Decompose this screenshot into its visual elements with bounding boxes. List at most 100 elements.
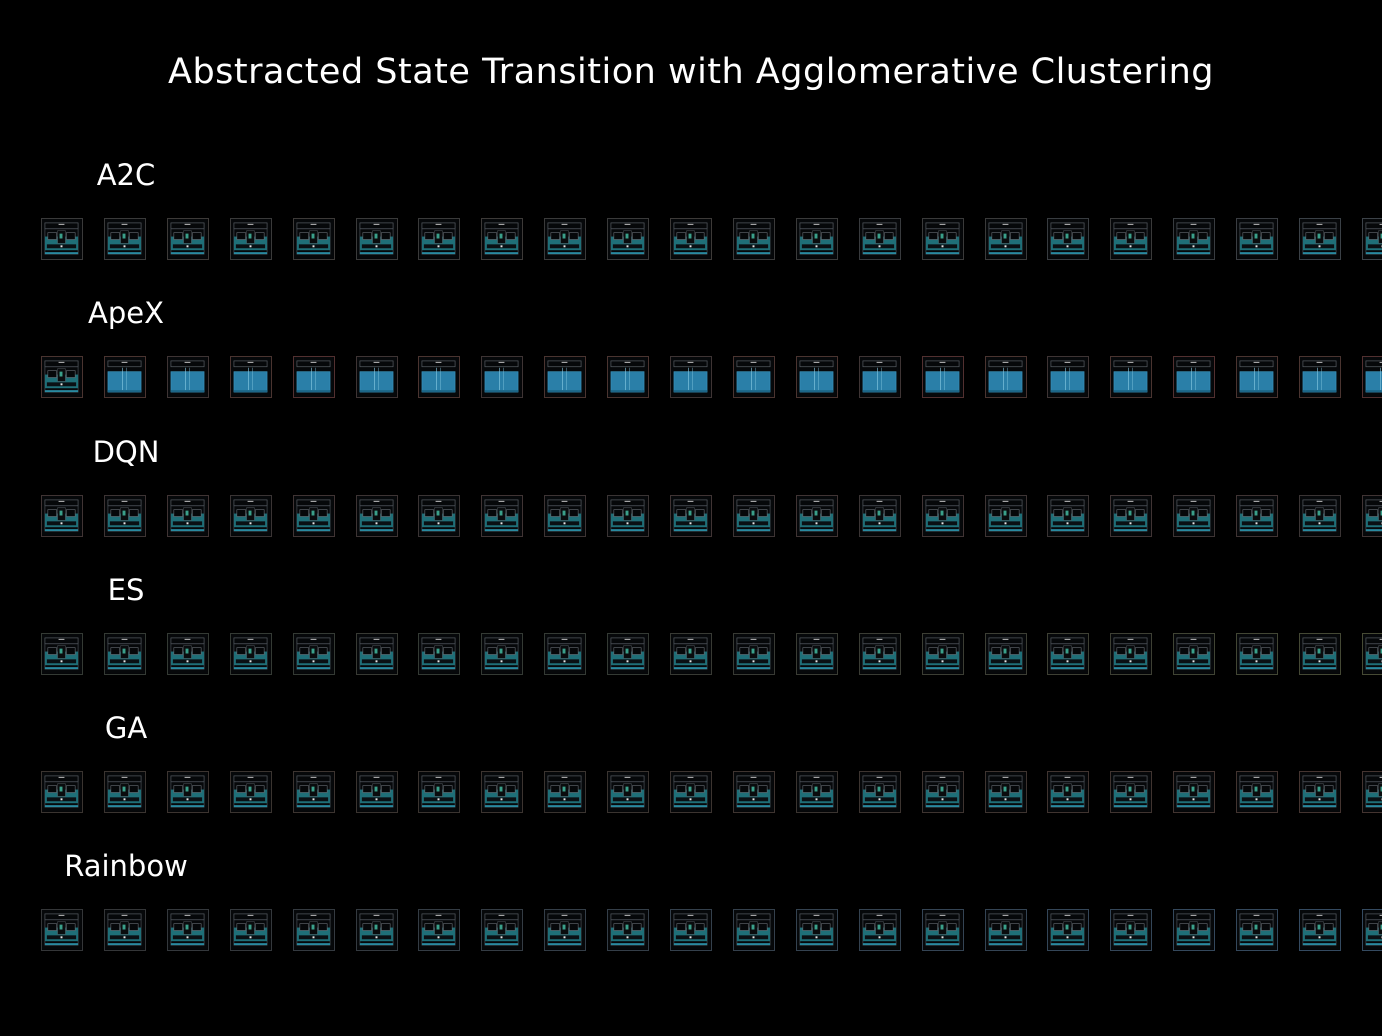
state-thumbnail [859, 495, 901, 537]
state-thumbnail [544, 356, 586, 398]
state-thumbnail [859, 633, 901, 675]
state-thumbnail-strip [41, 907, 1382, 953]
state-thumbnail [481, 356, 523, 398]
state-thumbnail [985, 909, 1027, 951]
state-thumbnail [859, 771, 901, 813]
state-thumbnail [985, 495, 1027, 537]
state-thumbnail [167, 771, 209, 813]
state-thumbnail [167, 356, 209, 398]
state-thumbnail [670, 909, 712, 951]
state-thumbnail [607, 356, 649, 398]
state-thumbnail [1173, 495, 1215, 537]
state-thumbnail [1299, 495, 1341, 537]
state-thumbnail [167, 218, 209, 260]
state-thumbnail [922, 495, 964, 537]
state-thumbnail [607, 909, 649, 951]
state-thumbnail [1110, 771, 1152, 813]
state-thumbnail [481, 909, 523, 951]
state-thumbnail [41, 356, 83, 398]
state-thumbnail [41, 909, 83, 951]
state-thumbnail [104, 909, 146, 951]
cluster-row-dqn: DQN [0, 435, 1382, 575]
state-thumbnail [418, 495, 460, 537]
state-thumbnail [104, 633, 146, 675]
state-thumbnail-strip [41, 354, 1382, 400]
state-thumbnail [1047, 633, 1089, 675]
state-thumbnail [230, 633, 272, 675]
state-thumbnail [1299, 909, 1341, 951]
state-thumbnail [1047, 771, 1089, 813]
state-thumbnail [607, 495, 649, 537]
state-thumbnail [418, 909, 460, 951]
state-thumbnail [1047, 495, 1089, 537]
state-thumbnail [796, 218, 838, 260]
cluster-row-ga: GA [0, 711, 1382, 851]
state-thumbnail [356, 771, 398, 813]
state-thumbnail [922, 356, 964, 398]
state-thumbnail [1299, 633, 1341, 675]
state-thumbnail [733, 218, 775, 260]
state-thumbnail [293, 771, 335, 813]
state-thumbnail [1110, 909, 1152, 951]
state-thumbnail [1047, 909, 1089, 951]
state-thumbnail [1299, 218, 1341, 260]
state-thumbnail [544, 771, 586, 813]
state-thumbnail [985, 218, 1027, 260]
state-thumbnail [1173, 356, 1215, 398]
state-thumbnail [418, 771, 460, 813]
state-thumbnail [481, 771, 523, 813]
state-thumbnail [1362, 771, 1382, 813]
state-thumbnail [356, 633, 398, 675]
row-label: A2C [96, 158, 156, 192]
state-thumbnail [733, 356, 775, 398]
state-thumbnail [230, 495, 272, 537]
figure-title: Abstracted State Transition with Agglome… [168, 52, 1214, 92]
state-thumbnail [796, 495, 838, 537]
state-thumbnail [41, 218, 83, 260]
state-thumbnail-strip [41, 216, 1382, 262]
state-thumbnail [607, 771, 649, 813]
state-thumbnail [607, 218, 649, 260]
state-thumbnail [1362, 633, 1382, 675]
state-thumbnail [544, 218, 586, 260]
state-thumbnail [670, 771, 712, 813]
state-thumbnail [1110, 356, 1152, 398]
state-thumbnail [1299, 771, 1341, 813]
state-thumbnail [733, 909, 775, 951]
state-thumbnail [670, 633, 712, 675]
state-thumbnail [1047, 218, 1089, 260]
state-thumbnail [104, 495, 146, 537]
state-thumbnail [922, 771, 964, 813]
state-thumbnail [167, 909, 209, 951]
state-thumbnail [167, 633, 209, 675]
state-thumbnail [859, 909, 901, 951]
state-thumbnail [1236, 771, 1278, 813]
state-thumbnail [1173, 771, 1215, 813]
state-thumbnail [41, 633, 83, 675]
state-thumbnail [1362, 356, 1382, 398]
state-thumbnail [1299, 356, 1341, 398]
state-thumbnail [230, 218, 272, 260]
state-thumbnail [733, 633, 775, 675]
state-thumbnail [230, 909, 272, 951]
state-thumbnail [544, 633, 586, 675]
cluster-row-es: ES [0, 573, 1382, 713]
state-thumbnail [796, 771, 838, 813]
row-label: GA [104, 711, 148, 745]
row-label: Rainbow [64, 849, 188, 883]
state-thumbnail [1236, 356, 1278, 398]
cluster-row-rainbow: Rainbow [0, 849, 1382, 989]
state-thumbnail [922, 633, 964, 675]
state-thumbnail [1362, 909, 1382, 951]
state-thumbnail [670, 495, 712, 537]
state-thumbnail [230, 356, 272, 398]
state-thumbnail-strip [41, 769, 1382, 815]
state-thumbnail [41, 771, 83, 813]
state-thumbnail-strip [41, 631, 1382, 677]
state-thumbnail [41, 495, 83, 537]
state-thumbnail [1236, 218, 1278, 260]
row-label: ES [107, 573, 145, 607]
state-thumbnail [796, 633, 838, 675]
state-thumbnail [1173, 218, 1215, 260]
state-thumbnail [1236, 909, 1278, 951]
